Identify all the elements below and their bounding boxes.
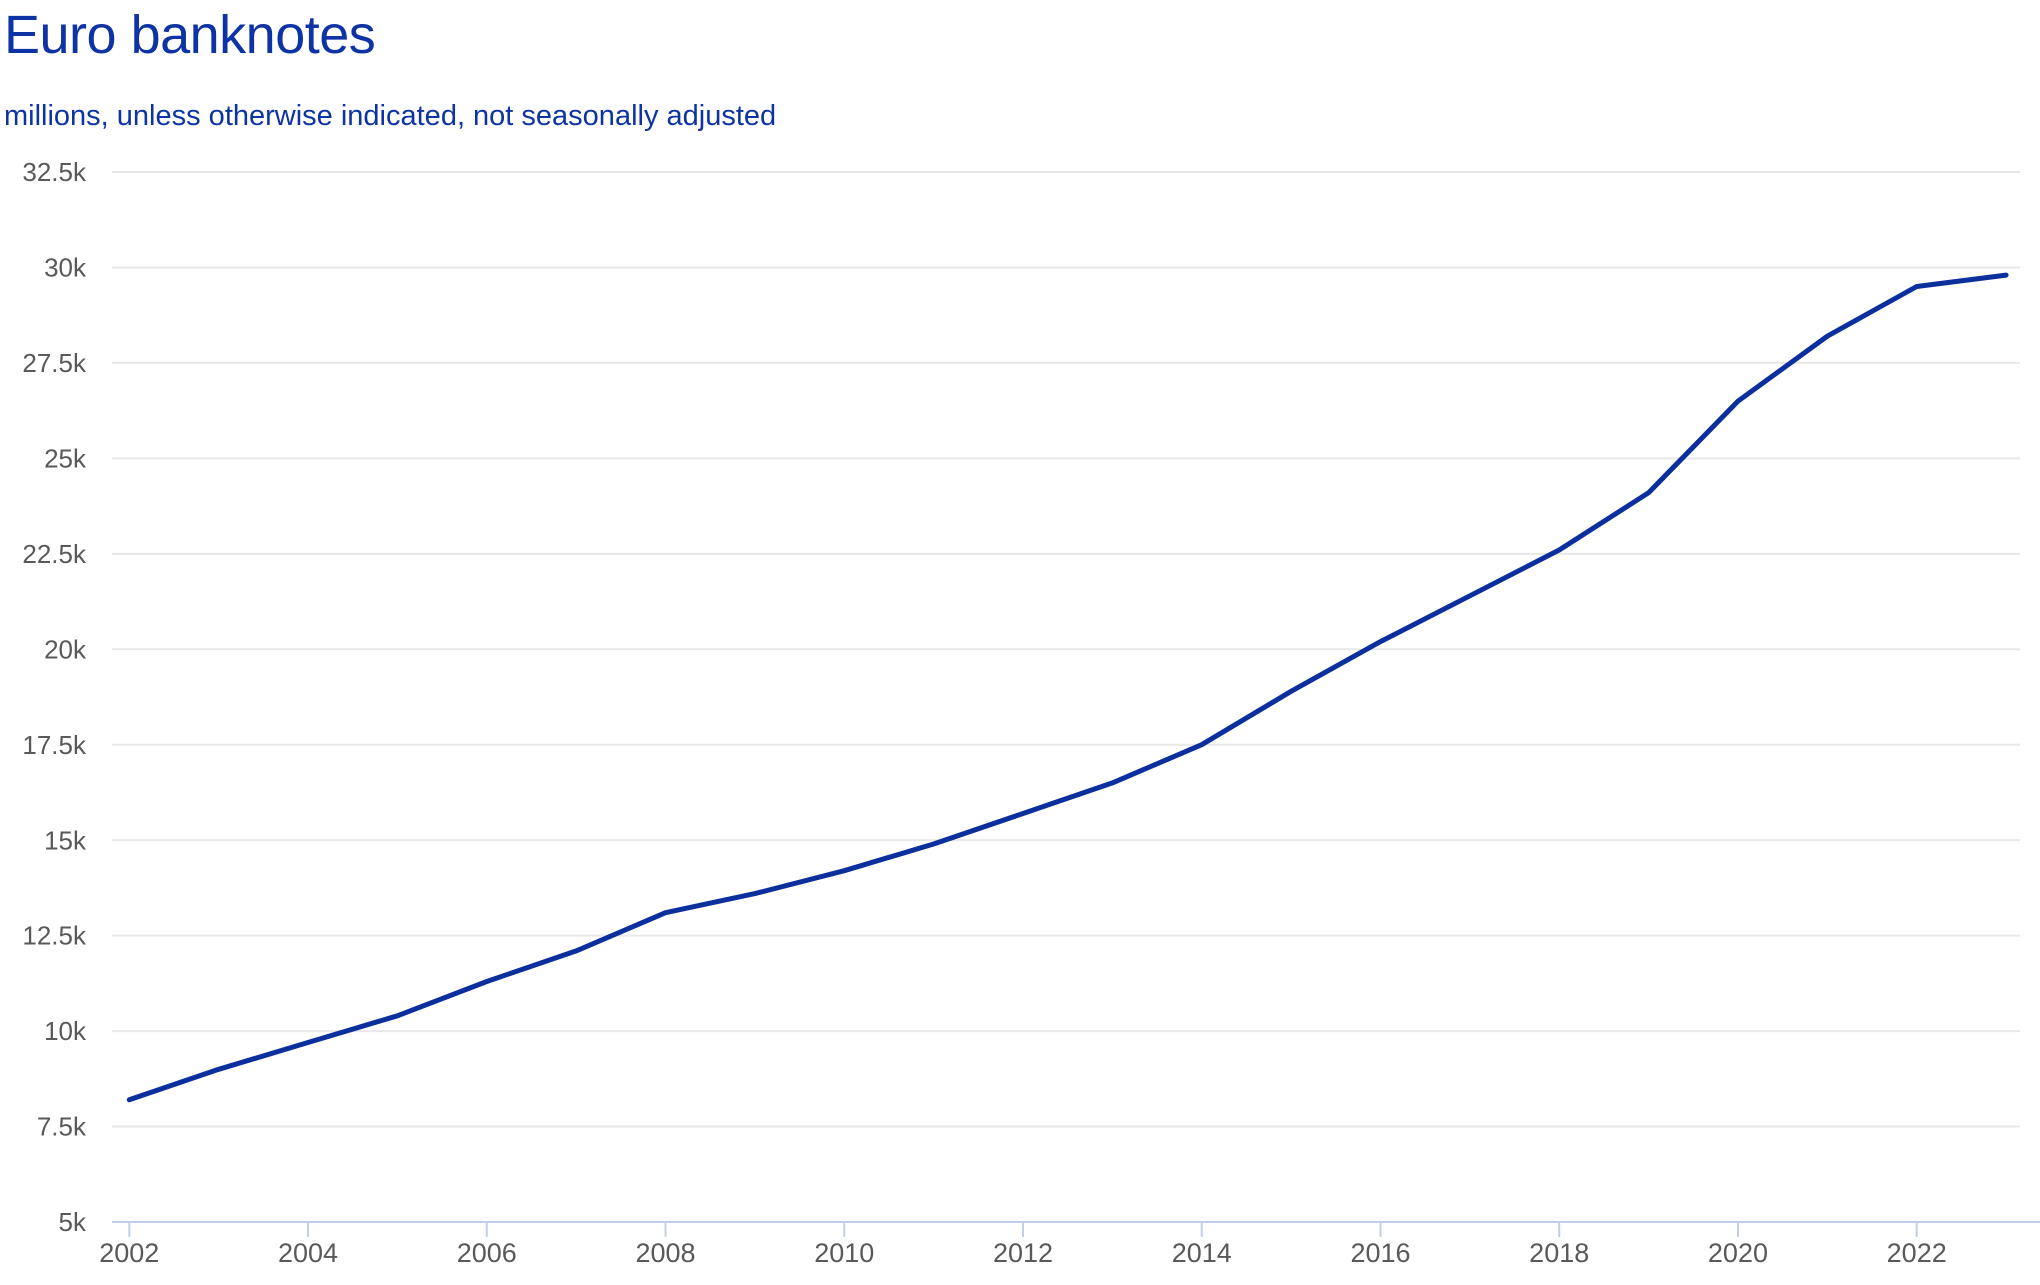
chart-title: Euro banknotes xyxy=(4,5,376,65)
x-axis-label: 2018 xyxy=(1529,1238,1589,1268)
x-axis-label: 2010 xyxy=(814,1238,874,1268)
y-axis-label: 25k xyxy=(44,443,87,473)
y-axis-label: 30k xyxy=(44,253,87,283)
x-axis-label: 2022 xyxy=(1887,1238,1947,1268)
y-axis-label: 7.5k xyxy=(37,1112,87,1142)
x-axis-label: 2020 xyxy=(1708,1238,1768,1268)
x-axis-label: 2002 xyxy=(99,1238,159,1268)
x-axis-label: 2012 xyxy=(993,1238,1053,1268)
y-axis-label: 22.5k xyxy=(22,539,87,569)
y-axis-label: 27.5k xyxy=(22,348,87,378)
x-axis-label: 2016 xyxy=(1350,1238,1410,1268)
y-axis-label: 32.5k xyxy=(22,157,87,187)
x-axis-label: 2006 xyxy=(457,1238,517,1268)
y-axis-label: 15k xyxy=(44,825,87,855)
x-axis-label: 2014 xyxy=(1172,1238,1232,1268)
y-axis-label: 12.5k xyxy=(22,921,87,951)
y-axis-label: 17.5k xyxy=(22,730,87,760)
y-axis-label: 20k xyxy=(44,634,87,664)
data-line-euro-banknotes[interactable] xyxy=(126,272,2009,1103)
y-axis-label: 5k xyxy=(59,1207,87,1237)
x-axis-label: 2008 xyxy=(635,1238,695,1268)
x-axis-label: 2004 xyxy=(278,1238,338,1268)
y-axis-label: 10k xyxy=(44,1016,87,1046)
chart-subtitle: millions, unless otherwise indicated, no… xyxy=(4,100,777,132)
